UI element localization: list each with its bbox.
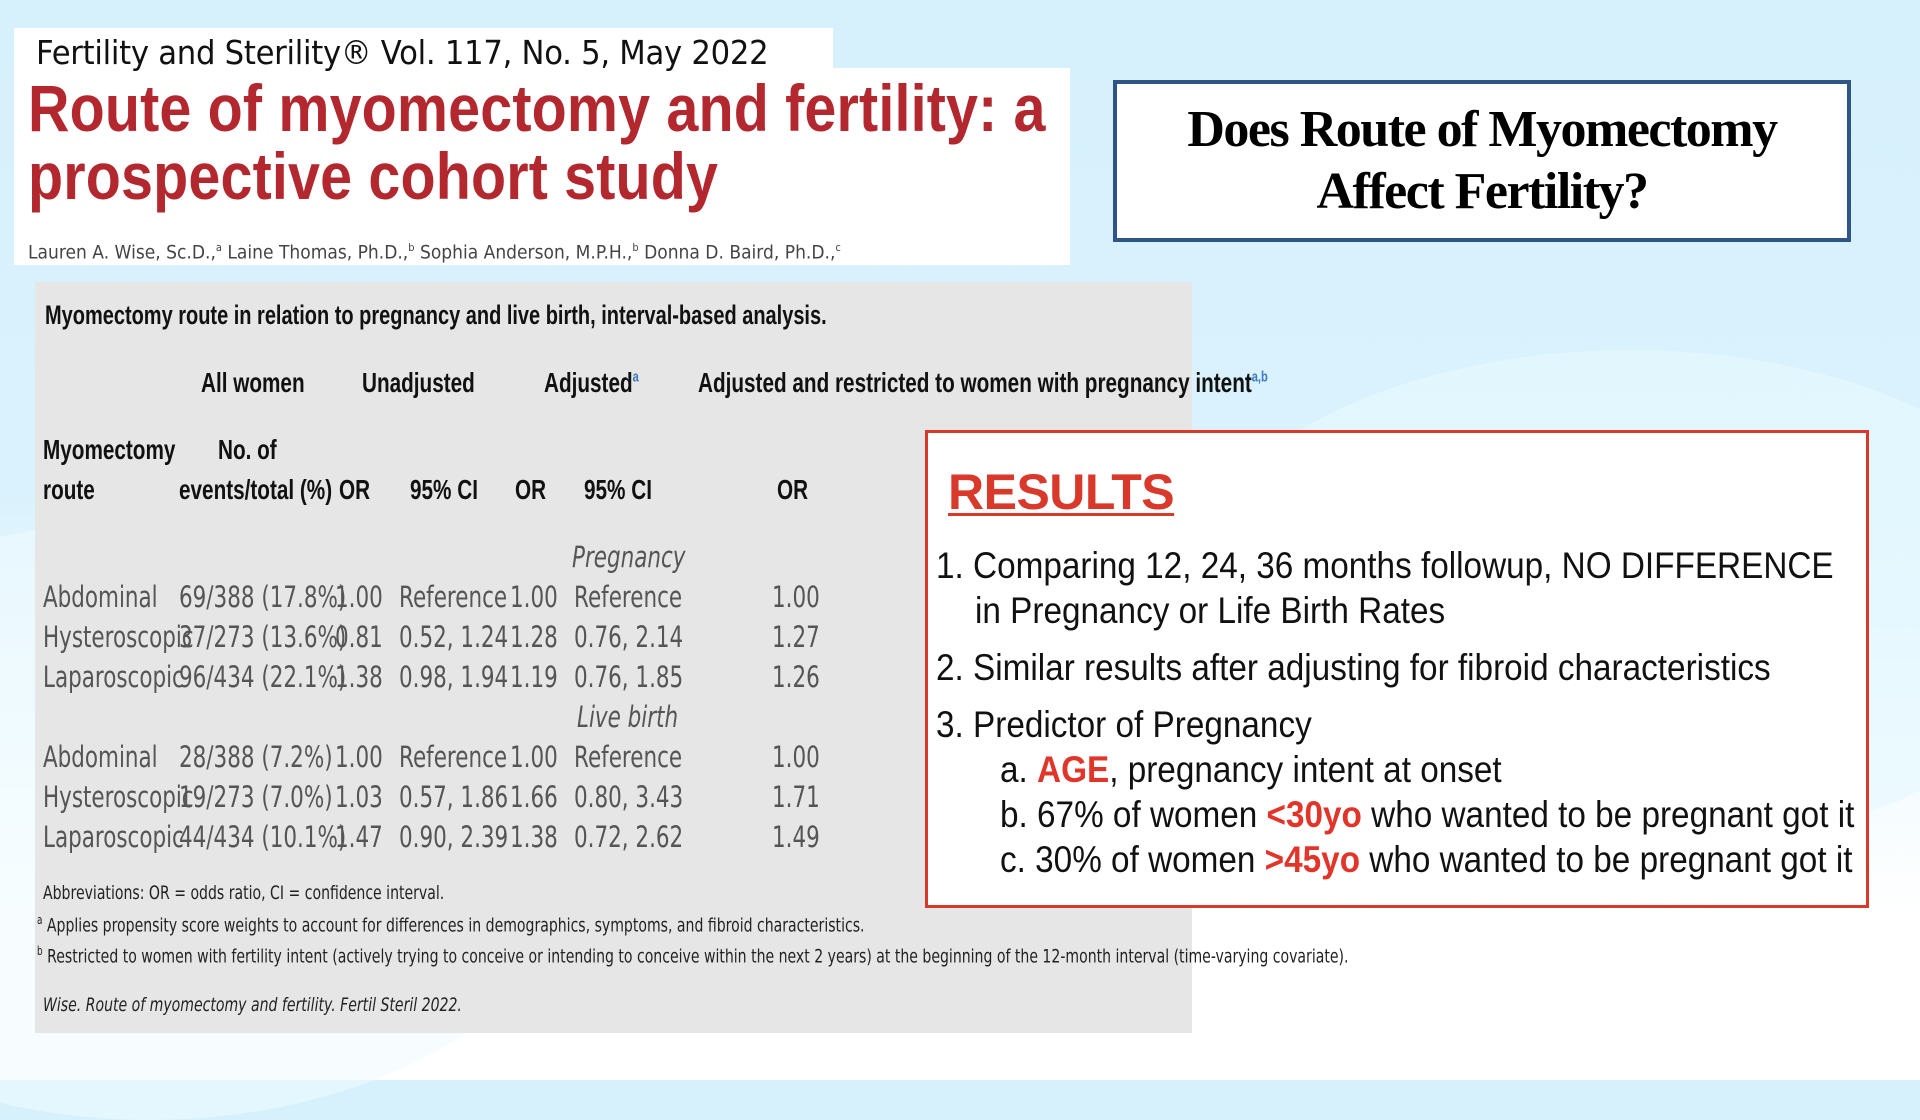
col-header-ci-adjusted: 95% CI [584,474,652,505]
cell-or-adjusted: 1.38 [510,820,558,854]
highlight-age: AGE [1037,749,1110,790]
col-header-route-2: route [43,474,95,505]
highlight-under-30: <30yo [1266,794,1362,835]
cell-ci-adjusted: Reference [574,740,683,774]
cell-events: 19/273 (7.0%) [179,780,333,814]
cell-events: 44/434 (10.1%) [179,820,347,854]
footnote-b: b Restricted to women with fertility int… [37,944,1349,968]
cell-or-adjusted: 1.00 [510,740,558,774]
cell-or-adjusted: 1.28 [510,620,558,654]
footnote-a: a Applies propensity score weights to ac… [37,913,865,937]
cell-route: Hysteroscopic [43,620,194,654]
section-label-pregnancy: Pregnancy [572,540,686,574]
col-header-events-2: events/total (%) [179,474,333,505]
table-title: Myomectomy route in relation to pregnanc… [45,300,827,330]
article-title-line-2: prospective cohort study [28,139,719,213]
cell-ci-adjusted: 0.76, 2.14 [574,620,684,654]
author: Lauren A. Wise, Sc.D., [28,241,216,264]
cell-or-unadjusted: 1.03 [335,780,383,814]
article-title-line-1: Route of myomectomy and fertility: a [28,71,1046,145]
cell-or-restricted: 1.26 [772,660,820,694]
cell-ci-adjusted: 0.80, 3.43 [574,780,684,814]
cell-route: Hysteroscopic [43,780,194,814]
cell-or-restricted: 1.49 [772,820,820,854]
col-header-ci-unadjusted: 95% CI [410,474,478,505]
cell-events: 28/388 (7.2%) [179,740,333,774]
result-item-3a: a. AGE, pregnancy intent at onset [1000,749,1502,790]
group-header-all-women: All women [201,367,305,398]
article-title: Route of myomectomy and fertility: a pro… [28,74,1072,210]
result-item-3b: b. 67% of women <30yo who wanted to be p… [1000,794,1855,835]
cell-events: 37/273 (13.6%) [179,620,347,654]
author: Laine Thomas, Ph.D., [227,241,409,264]
cell-ci-adjusted: 0.72, 2.62 [574,820,684,854]
question-box: Does Route of Myomectomy Affect Fertilit… [1113,80,1851,242]
cell-ci-adjusted: 0.76, 1.85 [574,660,684,694]
cell-ci-unadjusted: 0.57, 1.86 [399,780,509,814]
cell-or-adjusted: 1.66 [510,780,558,814]
cell-or-adjusted: 1.00 [510,580,558,614]
cell-or-unadjusted: 0.81 [335,620,383,654]
cell-or-unadjusted: 1.00 [335,580,383,614]
result-item-2: 2. Similar results after adjusting for f… [936,647,1771,688]
author-list: Lauren A. Wise, Sc.D.,a Laine Thomas, Ph… [28,241,841,264]
section-label-live-birth: Live birth [577,700,679,734]
author: Donna D. Baird, Ph.D., [644,241,836,264]
question-line-1: Does Route of Myomectomy [1187,101,1778,158]
cell-ci-unadjusted: Reference [399,740,508,774]
cell-or-restricted: 1.00 [772,740,820,774]
cell-route: Abdominal [43,580,158,614]
cell-route: Laparoscopic [43,660,184,694]
question-line-2: Affect Fertility? [1316,163,1649,220]
highlight-over-45: >45yo [1264,839,1361,880]
cell-events: 96/434 (22.1%) [179,660,347,694]
col-header-or-adjusted: OR [515,474,547,505]
question-title: Does Route of Myomectomy Affect Fertilit… [1187,99,1778,223]
cell-or-unadjusted: 1.38 [335,660,383,694]
cell-route: Abdominal [43,740,158,774]
author: Sophia Anderson, M.P.H., [419,241,633,264]
table-citation: Wise. Route of myomectomy and fertility.… [43,994,462,1016]
result-item-1-line-2: in Pregnancy or Life Birth Rates [975,590,1446,631]
cell-ci-unadjusted: 0.98, 1.94 [399,660,509,694]
cell-events: 69/388 (17.8%) [179,580,347,614]
result-item-3c: c. 30% of women >45yo who wanted to be p… [1000,839,1853,880]
col-header-route-1: Myomectomy [43,434,176,465]
col-header-or-unadjusted: OR [339,474,371,505]
group-header-restricted: Adjusted and restricted to women with pr… [698,367,1268,398]
results-heading: RESULTS [948,464,1175,520]
cell-or-adjusted: 1.19 [510,660,558,694]
cell-or-restricted: 1.00 [772,580,820,614]
journal-citation-box [14,28,833,70]
cell-ci-unadjusted: Reference [399,580,508,614]
cell-or-unadjusted: 1.47 [335,820,383,854]
results-box: RESULTS 1. Comparing 12, 24, 36 months f… [925,430,1869,908]
journal-citation: Fertility and Sterility® Vol. 117, No. 5… [36,33,769,72]
col-header-or-restricted: OR [777,474,809,505]
cell-ci-unadjusted: 0.90, 2.39 [399,820,509,854]
footnote-abbreviations: Abbreviations: OR = odds ratio, CI = con… [43,882,445,904]
result-item-3: 3. Predictor of Pregnancy [936,704,1312,745]
cell-ci-unadjusted: 0.52, 1.24 [399,620,509,654]
article-title-box [14,68,1070,265]
cell-or-restricted: 1.71 [772,780,820,814]
cell-or-unadjusted: 1.00 [335,740,383,774]
cell-ci-adjusted: Reference [574,580,683,614]
cell-or-restricted: 1.27 [772,620,820,654]
group-header-unadjusted: Unadjusted [362,367,475,398]
cell-route: Laparoscopic [43,820,184,854]
result-item-1-line-1: 1. Comparing 12, 24, 36 months followup,… [936,545,1834,586]
group-header-adjusted: Adjusteda [544,367,639,398]
col-header-events-1: No. of [218,434,277,465]
